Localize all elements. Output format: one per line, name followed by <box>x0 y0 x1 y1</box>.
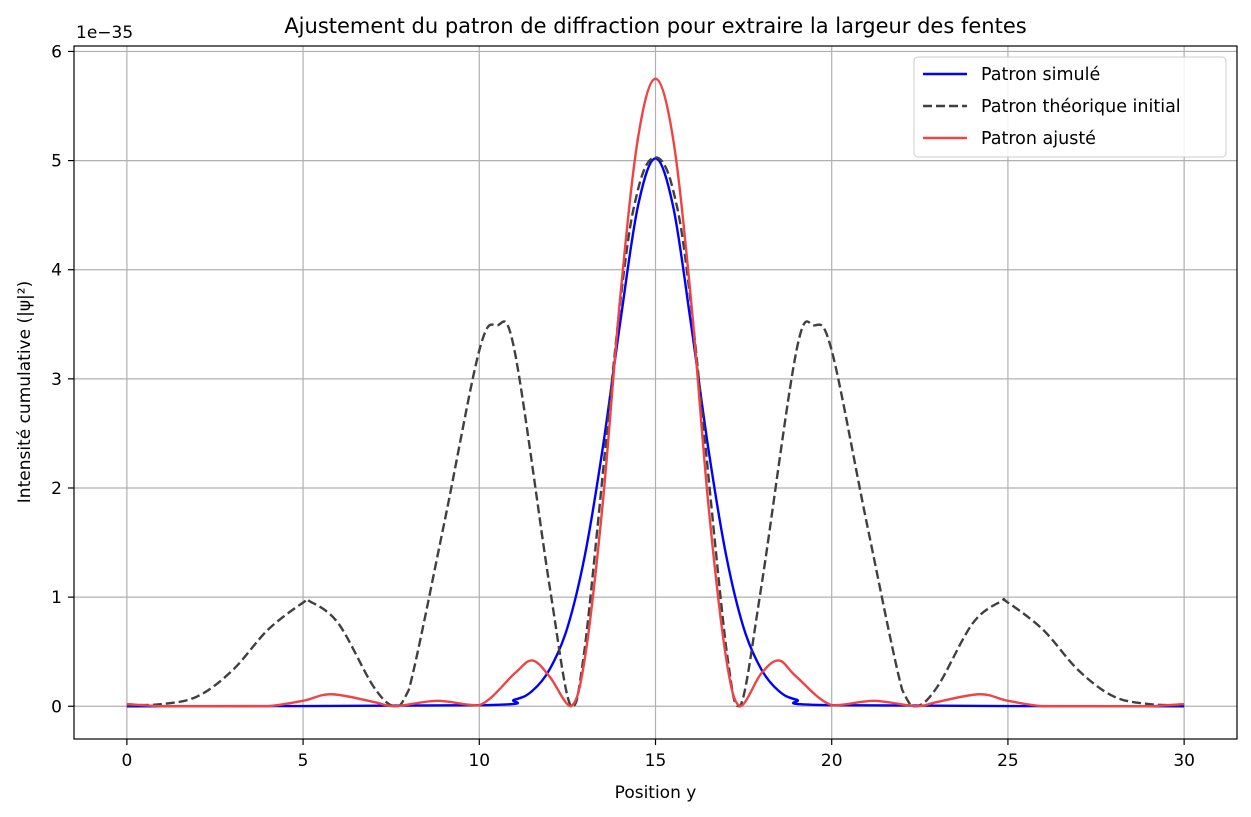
y-tick-label: 1 <box>51 588 62 608</box>
x-tick-label: 0 <box>121 751 132 771</box>
x-tick-label: 20 <box>821 751 843 771</box>
series-fitted-line <box>126 77 1185 708</box>
legend-label-simulated: Patron simulé <box>981 65 1100 85</box>
legend-box <box>913 56 1227 158</box>
y-tick-label: 5 <box>51 152 62 172</box>
x-axis-label: Position y <box>615 783 697 803</box>
x-tick-label: 5 <box>298 751 309 771</box>
x-tick-label: 10 <box>468 751 490 771</box>
y-tick-label: 0 <box>51 697 62 717</box>
x-tick-label: 25 <box>997 751 1019 771</box>
series-layer <box>126 77 1185 708</box>
y-tick-label: 3 <box>51 370 62 390</box>
x-tick-label: 15 <box>645 751 667 771</box>
chart-title: Ajustement du patron de diffraction pour… <box>284 14 1026 38</box>
y-tick-label: 6 <box>51 42 62 62</box>
series-simulated-line <box>126 157 1185 708</box>
legend: Patron simulé Patron théorique initial P… <box>913 56 1227 158</box>
x-tick-label: 30 <box>1173 751 1195 771</box>
legend-label-initial: Patron théorique initial <box>981 97 1181 117</box>
y-axis-label: Intensité cumulative (|ψ|²) <box>15 281 35 503</box>
series-initial-line <box>126 156 1185 708</box>
y-tick-label: 4 <box>51 261 62 281</box>
ticks: 0 5 10 15 20 25 30 0 1 2 3 4 5 6 <box>51 42 1195 771</box>
y-offset-label: 1e−35 <box>76 23 133 43</box>
legend-label-fitted: Patron ajusté <box>981 129 1096 149</box>
y-tick-label: 2 <box>51 479 62 499</box>
